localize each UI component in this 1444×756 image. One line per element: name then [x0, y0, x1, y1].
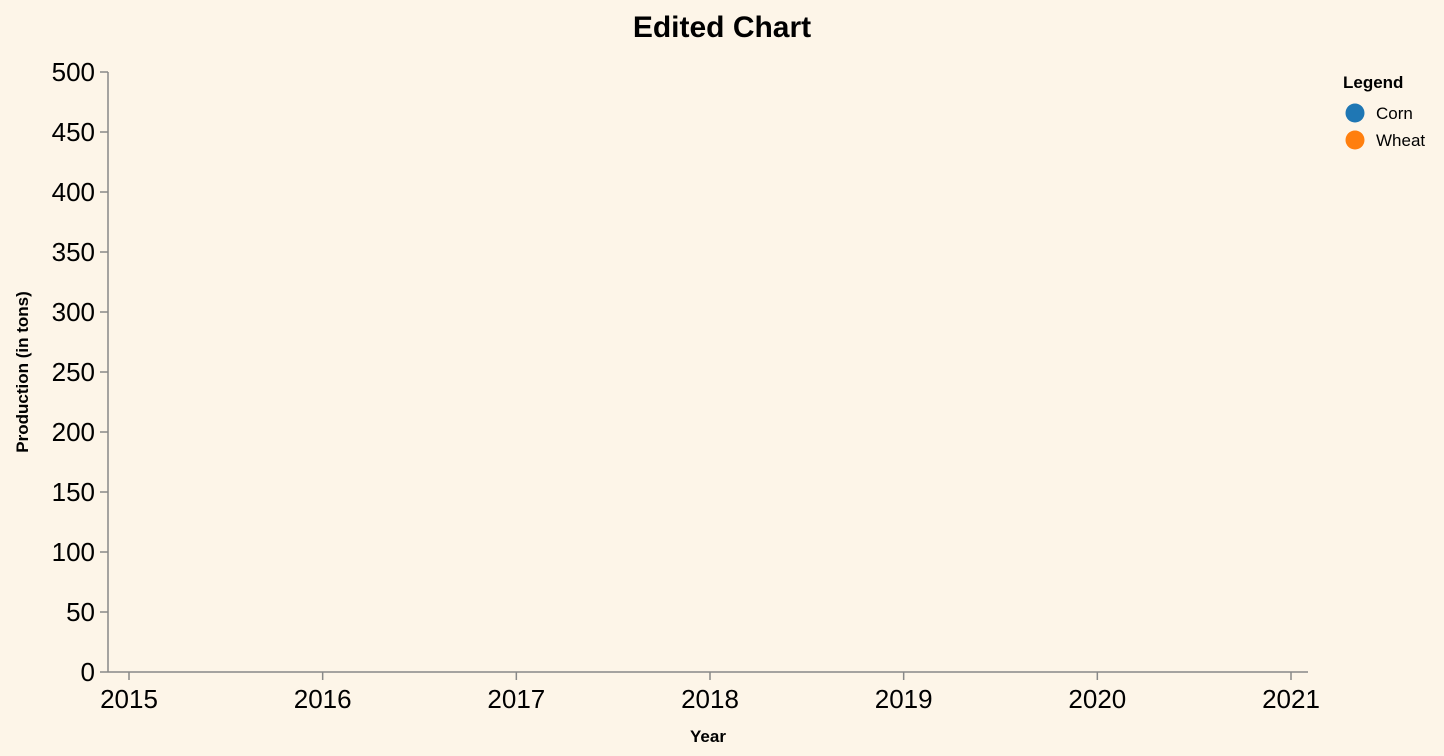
y-tick-label: 400: [52, 177, 95, 207]
legend-title: Legend: [1343, 73, 1403, 92]
y-axis-title: Production (in tons): [13, 291, 32, 452]
legend-label: Wheat: [1376, 131, 1425, 150]
chart-title: Edited Chart: [633, 11, 811, 44]
y-tick-label: 300: [52, 297, 95, 327]
x-tick-label: 2016: [294, 684, 352, 714]
legend-items: Corn Wheat: [1345, 103, 1425, 150]
x-tick-label: 2021: [1262, 684, 1320, 714]
legend-swatch: [1345, 103, 1365, 123]
legend-item-wheat: Wheat: [1345, 130, 1425, 150]
x-tick-label: 2019: [875, 684, 933, 714]
legend-label: Corn: [1376, 104, 1413, 123]
y-tick-label: 250: [52, 357, 95, 387]
x-axis: 2015 2016 2017 2018 2019 2020 2021: [100, 671, 1320, 714]
y-axis: 0 50 100 150 200 250 300 350 400 450 500: [52, 57, 109, 687]
y-tick-label: 0: [81, 657, 95, 687]
y-tick-label: 50: [66, 597, 95, 627]
x-tick-label: 2018: [681, 684, 739, 714]
y-tick-label: 350: [52, 237, 95, 267]
y-tick-label: 500: [52, 57, 95, 87]
x-tick-label: 2017: [487, 684, 545, 714]
legend-item-corn: Corn: [1345, 103, 1413, 123]
x-tick-label: 2015: [100, 684, 158, 714]
y-tick-label: 100: [52, 537, 95, 567]
x-axis-title: Year: [690, 727, 726, 746]
y-tick-label: 150: [52, 477, 95, 507]
y-tick-label: 200: [52, 417, 95, 447]
x-tick-label: 2020: [1068, 684, 1126, 714]
legend-swatch: [1345, 130, 1365, 150]
legend: Legend Corn Wheat: [1343, 73, 1425, 150]
y-tick-label: 450: [52, 117, 95, 147]
